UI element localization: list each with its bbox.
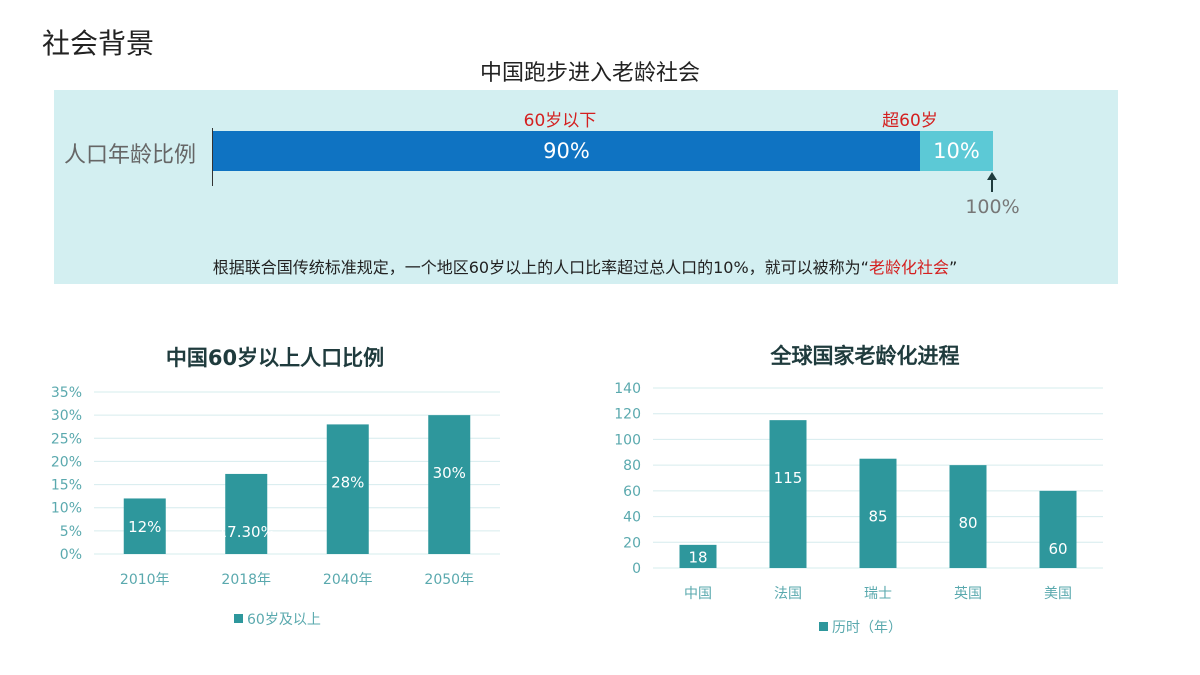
- bar: [123, 498, 166, 554]
- y-tick-label: 5%: [60, 524, 82, 540]
- y-tick-label: 25%: [51, 431, 82, 447]
- chart-title-global-aging: 全球国家老龄化进程: [770, 344, 960, 368]
- over-60-value: 10%: [933, 139, 980, 163]
- under-60-value: 90%: [543, 139, 590, 163]
- note-highlight: 老龄化社会: [868, 258, 949, 277]
- bar: [949, 465, 987, 568]
- data-label: 115: [774, 469, 803, 487]
- bar: [679, 544, 717, 568]
- y-tick-label: 0: [632, 561, 641, 577]
- y-tick-label: 140: [614, 381, 641, 397]
- data-label: 80: [958, 514, 977, 532]
- legend-swatch: [234, 614, 243, 623]
- bar: [859, 458, 897, 568]
- legend-label: 60岁及以上: [247, 612, 321, 628]
- data-label: 18: [688, 548, 707, 566]
- y-tick-label: 20: [623, 535, 641, 551]
- y-tick-label: 10%: [51, 501, 82, 517]
- x-tick-label: 2040年: [323, 572, 373, 588]
- y-tick-label: 40: [623, 510, 641, 526]
- x-tick-label: 2010年: [120, 572, 170, 588]
- data-label: 30%: [433, 464, 466, 482]
- legend-label: 历时（年）: [832, 620, 902, 636]
- y-tick-label: 120: [614, 407, 641, 423]
- data-label: 17.30%: [218, 523, 275, 541]
- data-label: 12%: [128, 518, 161, 536]
- bar: [428, 415, 471, 554]
- under-60-label: 60岁以下: [523, 111, 597, 131]
- x-tick-label: 中国: [684, 586, 712, 602]
- page-title: 社会背景: [42, 27, 155, 60]
- age-ratio-axis-line: [212, 128, 213, 186]
- y-tick-label: 15%: [51, 478, 82, 494]
- x-tick-label: 瑞士: [864, 586, 892, 602]
- y-tick-label: 100: [614, 432, 641, 448]
- x-tick-label: 英国: [954, 585, 982, 602]
- bar: [1039, 490, 1077, 568]
- y-tick-label: 0%: [60, 547, 82, 563]
- data-label: 85: [868, 508, 887, 526]
- age-ratio-panel: [54, 90, 1118, 284]
- total-marker-label: 100%: [965, 196, 1020, 218]
- y-tick-label: 20%: [51, 454, 82, 470]
- x-tick-label: 法国: [774, 586, 802, 602]
- bar: [225, 473, 268, 554]
- note-suffix: ”: [948, 258, 958, 277]
- chart-china-60plus: 0% 5% 10% 15% 20% 25% 30% 35% 12% 2010年 17.30% 2018…: [51, 385, 500, 628]
- note-prefix: 根据联合国传统标准规定，一个地区60岁以上的人口比率超过总人口的10%，就可以被…: [212, 258, 869, 277]
- y-tick-label: 80: [623, 458, 641, 474]
- bar: [769, 420, 807, 568]
- x-tick-label: 2018年: [221, 572, 271, 588]
- legend-swatch: [819, 622, 828, 631]
- chart-title-china-60plus: 中国60岁以上人口比例: [165, 346, 385, 370]
- x-tick-label: 2050年: [424, 572, 474, 588]
- y-tick-label: 35%: [51, 385, 82, 401]
- y-tick-label: 30%: [51, 408, 82, 424]
- aging-definition-note: 根据联合国传统标准规定，一个地区60岁以上的人口比率超过总人口的10%，就可以被…: [0, 254, 1170, 278]
- up-arrow-icon: [987, 172, 997, 192]
- age-ratio-row-label: 人口年龄比例: [64, 143, 197, 168]
- under-60-bar: 90%: [213, 131, 920, 171]
- data-label: 60: [1048, 540, 1067, 558]
- over-60-label: 超60岁: [882, 111, 938, 131]
- data-label: 28%: [331, 473, 364, 491]
- chart-global-aging: 0 20 40 60 80 100 120 140 18 中国 115 法国 85 瑞士 80 英国 60 美国历…: [614, 381, 1103, 636]
- bar: [326, 424, 369, 554]
- over-60-bar: 10%: [920, 131, 993, 171]
- x-tick-label: 美国: [1044, 586, 1072, 602]
- y-tick-label: 60: [623, 484, 641, 500]
- age-ratio-title: 中国跑步进入老龄社会: [479, 61, 700, 86]
